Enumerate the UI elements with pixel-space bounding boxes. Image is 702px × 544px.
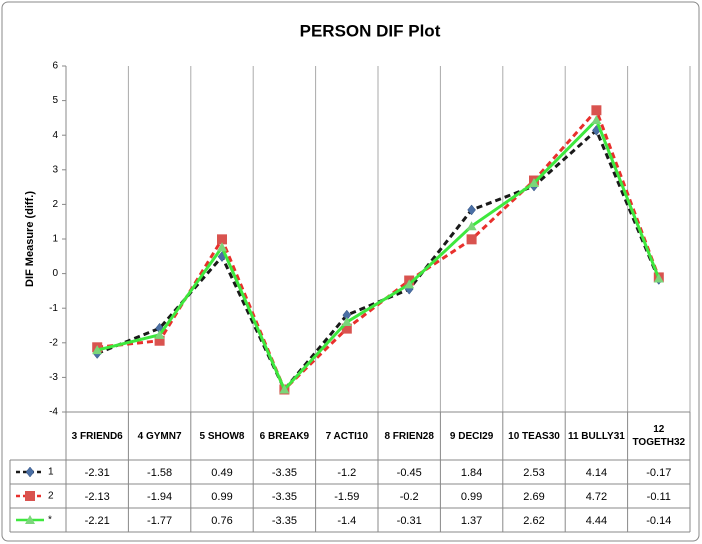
table-value: 2.69 xyxy=(523,491,544,503)
table-value: 0.49 xyxy=(211,467,232,479)
legend-label: * xyxy=(48,515,52,526)
table-value: -0.31 xyxy=(397,515,422,527)
legend-marker xyxy=(25,466,35,478)
marker xyxy=(154,329,165,339)
y-tick-label: 0 xyxy=(52,268,58,279)
x-tick-label: 11 BULLY31 xyxy=(567,430,625,442)
marker xyxy=(341,323,352,334)
table-value: -1.94 xyxy=(147,491,172,503)
y-tick-label: 1 xyxy=(52,234,58,245)
legend-marker xyxy=(25,491,35,501)
y-tick-label: -3 xyxy=(49,372,58,383)
x-tick-label: 6 BREAK9 xyxy=(259,430,310,442)
table-value: -0.45 xyxy=(397,467,422,479)
y-tick-label: 6 xyxy=(52,61,58,72)
x-tick-label: 8 FRIEN28 xyxy=(384,430,434,442)
x-tick-label: 12 TOGETH32 xyxy=(632,424,686,448)
marker xyxy=(341,317,352,327)
table-value: 0.99 xyxy=(211,491,232,503)
marker xyxy=(279,384,290,394)
marker xyxy=(217,234,227,245)
table-value: -0.2 xyxy=(400,491,419,503)
table-value: -1.4 xyxy=(337,515,356,527)
x-tick-box: 5 SHOW8 xyxy=(199,430,245,442)
legend-label: 1 xyxy=(48,467,54,478)
marker xyxy=(653,273,664,283)
y-tick-label: 3 xyxy=(52,164,58,175)
x-tick-label: 5 SHOW8 xyxy=(199,430,245,442)
marker xyxy=(154,335,165,346)
table-value: -3.35 xyxy=(272,515,297,527)
chart-title: PERSON DIF Plot xyxy=(300,21,441,40)
marker xyxy=(467,204,476,216)
table-value: -1.58 xyxy=(147,467,172,479)
table-value: 0.76 xyxy=(211,515,232,527)
table-value: 2.53 xyxy=(523,467,544,479)
table-value: 1.37 xyxy=(461,515,482,527)
x-tick-box: 7 ACTI10 xyxy=(325,430,368,442)
x-tick-label: 9 DECI29 xyxy=(449,430,494,442)
y-axis-label: DIF Measure (diff.) xyxy=(24,191,36,287)
y-tick-label: 4 xyxy=(52,130,58,141)
table-value: 4.72 xyxy=(586,491,607,503)
table-value: -0.14 xyxy=(646,515,671,527)
marker xyxy=(466,234,477,245)
marker xyxy=(404,279,415,289)
x-tick-box: 4 GYMN7 xyxy=(137,430,182,442)
table-value: 1.84 xyxy=(461,467,482,479)
x-tick-label: 4 GYMN7 xyxy=(137,430,182,442)
table-value: -2.13 xyxy=(85,491,110,503)
table-value: -0.11 xyxy=(647,491,671,503)
table-value: 0.99 xyxy=(461,491,482,503)
marker xyxy=(217,242,227,252)
marker xyxy=(591,105,602,116)
table-value: 4.44 xyxy=(586,515,607,527)
table-value: -3.35 xyxy=(272,467,297,479)
x-tick-box: 10 TEAS30 xyxy=(508,430,560,442)
table-value: -0.17 xyxy=(646,467,671,479)
table-value: -1.77 xyxy=(147,515,172,527)
legend-label: 2 xyxy=(48,491,54,502)
marker xyxy=(529,177,539,187)
table-value: -1.2 xyxy=(337,467,356,479)
x-tick-box: 9 DECI29 xyxy=(449,430,494,442)
table-value: 2.62 xyxy=(523,515,544,527)
x-tick-box: 8 FRIEN28 xyxy=(384,430,434,442)
y-tick-label: -1 xyxy=(49,303,58,314)
series-line xyxy=(96,117,661,393)
x-tick-box: 12 TOGETH32 xyxy=(632,424,686,448)
x-tick-label: 7 ACTI10 xyxy=(325,430,368,442)
x-tick-box: 11 BULLY31 xyxy=(567,430,625,442)
x-tick-label: 10 TEAS30 xyxy=(508,430,560,442)
table-value: 4.14 xyxy=(586,467,607,479)
y-tick-label: 5 xyxy=(52,95,58,106)
y-tick-label: 2 xyxy=(52,199,58,210)
x-tick-box: 6 BREAK9 xyxy=(259,430,310,442)
y-tick-label: -2 xyxy=(49,337,58,348)
x-tick-label: 3 FRIEND6 xyxy=(71,430,123,442)
table-value: -1.59 xyxy=(334,491,359,503)
table-value: -2.31 xyxy=(85,467,110,479)
legend-marker xyxy=(25,515,35,524)
table-value: -2.21 xyxy=(85,515,110,527)
y-tick-label: -4 xyxy=(49,407,58,418)
marker xyxy=(591,114,602,124)
marker xyxy=(92,345,103,355)
x-tick-box: 3 FRIEND6 xyxy=(71,430,123,442)
table-value: -3.35 xyxy=(272,491,297,503)
marker xyxy=(466,221,477,231)
